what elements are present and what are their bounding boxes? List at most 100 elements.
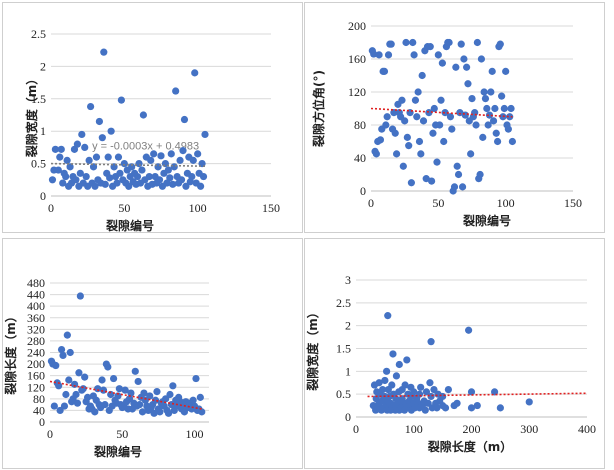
data-point bbox=[138, 166, 146, 174]
data-point bbox=[52, 361, 60, 370]
data-point bbox=[410, 51, 418, 59]
data-point bbox=[135, 160, 143, 168]
data-point bbox=[66, 348, 74, 357]
data-point bbox=[439, 392, 447, 401]
data-point bbox=[370, 50, 378, 58]
data-point bbox=[419, 117, 428, 125]
x-axis-title: 裂隙长度（m） bbox=[427, 439, 513, 454]
data-point bbox=[403, 356, 411, 364]
data-point bbox=[110, 374, 118, 383]
y-tick-label: 320 bbox=[27, 322, 45, 336]
data-point bbox=[484, 121, 492, 129]
data-point bbox=[125, 182, 133, 190]
data-point bbox=[452, 63, 460, 71]
data-point bbox=[487, 88, 495, 96]
data-point bbox=[450, 183, 459, 191]
data-point bbox=[201, 130, 209, 139]
data-point bbox=[401, 381, 409, 389]
data-point bbox=[72, 390, 80, 399]
y-tick-label: 440 bbox=[27, 288, 45, 302]
y-tick-label: 200 bbox=[27, 357, 45, 371]
data-point bbox=[62, 172, 70, 181]
data-point bbox=[441, 404, 450, 412]
data-point bbox=[194, 150, 202, 158]
data-point bbox=[430, 104, 438, 113]
y-tick-label: 0 bbox=[345, 410, 351, 424]
data-point bbox=[98, 376, 106, 384]
data-point bbox=[62, 390, 70, 399]
data-point bbox=[151, 396, 160, 404]
data-point bbox=[492, 129, 500, 137]
data-point bbox=[389, 350, 397, 358]
y-tick-label: 80 bbox=[354, 118, 366, 132]
trendline-equation: y = -0.0003x + 0.4983 bbox=[92, 140, 199, 152]
data-point bbox=[391, 129, 399, 137]
data-point bbox=[453, 162, 461, 170]
data-point bbox=[59, 179, 67, 187]
data-point bbox=[55, 382, 63, 390]
data-point bbox=[136, 401, 144, 409]
data-point bbox=[154, 163, 162, 171]
data-point bbox=[60, 402, 69, 410]
data-point bbox=[375, 379, 383, 387]
data-point bbox=[188, 172, 196, 181]
data-point bbox=[382, 121, 390, 129]
data-point bbox=[114, 153, 123, 161]
data-point bbox=[429, 129, 437, 137]
x-tick-label: 50 bbox=[116, 427, 128, 441]
data-point bbox=[468, 95, 476, 103]
data-point bbox=[491, 104, 499, 113]
data-point bbox=[189, 396, 197, 404]
data-point bbox=[458, 183, 467, 191]
data-point bbox=[491, 388, 499, 396]
data-point bbox=[433, 158, 441, 166]
data-point bbox=[121, 386, 129, 394]
y-tick-label: 160 bbox=[27, 369, 45, 383]
data-point bbox=[156, 408, 164, 416]
data-point bbox=[504, 125, 512, 133]
data-point bbox=[199, 172, 208, 181]
data-point bbox=[496, 404, 504, 412]
data-point bbox=[82, 172, 90, 181]
data-point bbox=[422, 388, 431, 396]
data-point bbox=[94, 385, 102, 393]
x-tick-label: 400 bbox=[578, 422, 596, 436]
y-tick-label: 400 bbox=[27, 299, 45, 313]
data-point bbox=[192, 374, 200, 383]
data-point bbox=[446, 113, 455, 121]
data-point bbox=[170, 163, 178, 171]
data-point bbox=[411, 96, 420, 104]
data-point bbox=[59, 351, 67, 359]
data-point bbox=[421, 406, 429, 414]
data-point bbox=[502, 67, 510, 75]
y-axis-title: 裂隙长度（m） bbox=[3, 310, 18, 396]
data-point bbox=[91, 408, 99, 416]
data-point bbox=[417, 150, 425, 158]
data-point bbox=[445, 38, 453, 47]
data-point bbox=[417, 383, 425, 391]
data-point bbox=[179, 147, 187, 155]
data-point bbox=[498, 92, 506, 100]
data-point bbox=[476, 170, 484, 179]
data-point bbox=[463, 63, 471, 71]
data-point bbox=[169, 180, 177, 188]
data-point bbox=[454, 170, 463, 179]
y-tick-label: 1 bbox=[345, 364, 351, 378]
data-point bbox=[81, 143, 89, 151]
x-axis-title: 裂隙编号 bbox=[105, 218, 154, 233]
data-point bbox=[415, 137, 424, 146]
data-point bbox=[54, 166, 62, 174]
data-point bbox=[488, 67, 496, 75]
data-point bbox=[116, 169, 124, 177]
data-point bbox=[507, 104, 515, 113]
y-tick-label: 480 bbox=[27, 276, 45, 290]
data-point bbox=[375, 51, 383, 59]
data-point bbox=[197, 182, 205, 190]
y-tick-label: 1.5 bbox=[31, 92, 46, 106]
data-point bbox=[384, 312, 392, 320]
data-point bbox=[164, 409, 173, 417]
y-tick-label: 2.5 bbox=[31, 27, 46, 41]
data-point bbox=[493, 137, 502, 146]
data-point bbox=[426, 379, 434, 387]
